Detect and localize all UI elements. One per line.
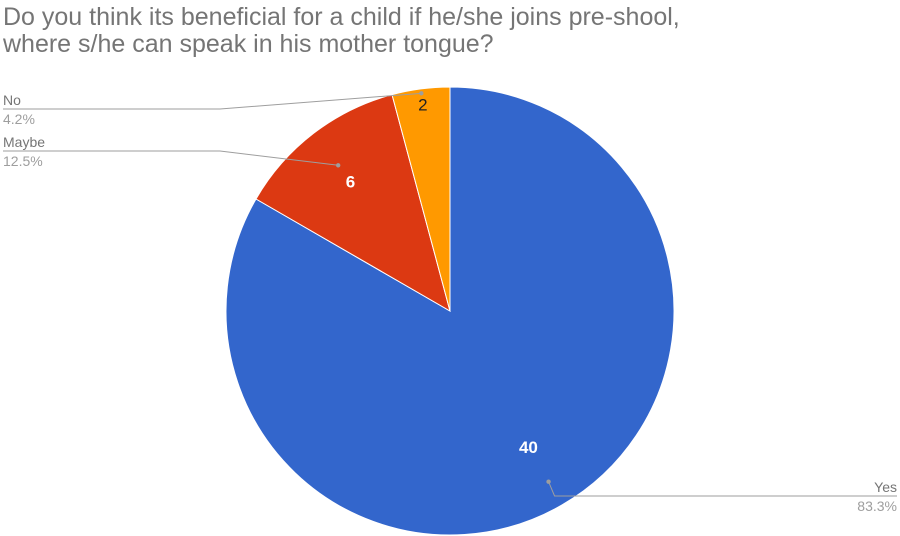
slice-value-yes: 40 bbox=[519, 438, 538, 457]
callout-line-no bbox=[3, 92, 422, 110]
callout-percent-maybe: 12.5% bbox=[3, 153, 43, 169]
callout-no: No 4.2% bbox=[3, 91, 424, 127]
callout-percent-yes: 83.3% bbox=[857, 498, 897, 514]
slice-callouts: Yes 83.3% Maybe 12.5% No 4.2% bbox=[3, 91, 897, 514]
callout-label-maybe: Maybe bbox=[3, 134, 45, 150]
slice-value-labels: 40 6 2 bbox=[346, 95, 538, 456]
chart-title: Do you think its beneficial for a child … bbox=[3, 4, 883, 58]
callout-line-yes bbox=[548, 481, 897, 497]
callout-dot-yes bbox=[546, 479, 551, 484]
chart-title-line-1: Do you think its beneficial for a child … bbox=[3, 3, 680, 31]
callout-maybe: Maybe 12.5% bbox=[3, 134, 341, 169]
callout-label-no: No bbox=[3, 92, 21, 108]
callout-dot-no bbox=[419, 91, 424, 96]
callout-yes: Yes 83.3% bbox=[546, 479, 897, 514]
callout-label-yes: Yes bbox=[874, 479, 897, 495]
callout-line-maybe bbox=[3, 150, 339, 166]
pie-slices bbox=[225, 86, 675, 536]
slice-value-maybe: 6 bbox=[346, 172, 355, 191]
callout-percent-no: 4.2% bbox=[3, 111, 35, 127]
slice-value-no: 2 bbox=[418, 95, 427, 114]
chart-title-line-2: where s/he can speak in his mother tongu… bbox=[3, 30, 494, 58]
callout-dot-maybe bbox=[335, 163, 341, 168]
pie-slice-maybe[interactable] bbox=[255, 94, 451, 313]
pie-slice-no[interactable] bbox=[391, 86, 451, 312]
